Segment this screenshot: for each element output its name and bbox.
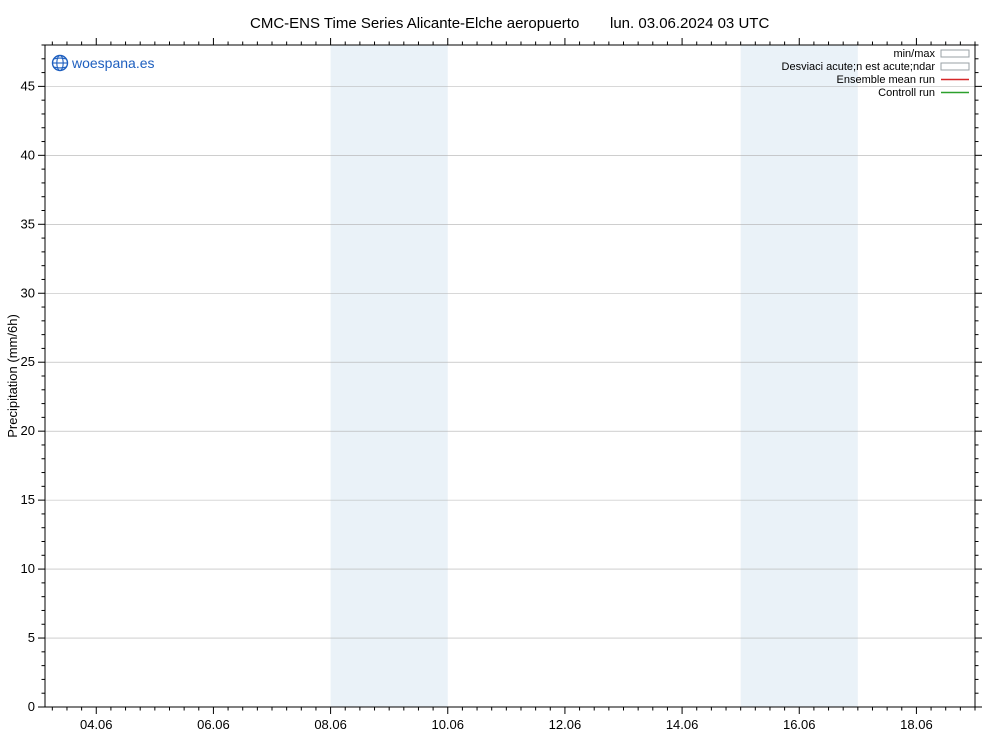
plot-area: 04.06 06.06 08.06 10.06 12.06 14.06 16.06 18.06… (5, 38, 982, 732)
y-tick-label: 20 (21, 423, 35, 438)
y-tick-label: 40 (21, 147, 35, 162)
x-tick-label: 18.06 (900, 717, 933, 732)
day-band (331, 45, 448, 707)
x-tick-label: 14.06 (666, 717, 699, 732)
y-axis-label: Precipitation (mm/6h) (5, 314, 20, 438)
x-tick-label: 10.06 (431, 717, 464, 732)
day-bands (331, 45, 858, 707)
y-tick-label: 35 (21, 216, 35, 231)
legend-label: min/max (893, 48, 935, 60)
watermark: woespana.es (53, 55, 155, 71)
y-tick-label: 15 (21, 492, 35, 507)
y-tick-label: 25 (21, 354, 35, 369)
chart-title-right: lun. 03.06.2024 03 UTC (610, 15, 769, 32)
y-tick-labels: 0 5 10 15 20 25 30 35 40 45 (21, 78, 35, 714)
chart-title-left: CMC-ENS Time Series Alicante-Elche aerop… (250, 15, 579, 32)
y-tick-label: 30 (21, 285, 35, 300)
chart-svg: CMC-ENS Time Series Alicante-Elche aerop… (0, 0, 1000, 733)
watermark-text: woespana.es (71, 55, 155, 71)
precipitation-chart: CMC-ENS Time Series Alicante-Elche aerop… (0, 0, 1000, 733)
day-band (741, 45, 858, 707)
globe-icon-lat1 (54, 58, 66, 59)
y-tick-label: 0 (28, 699, 35, 714)
x-tick-label: 04.06 (80, 717, 113, 732)
legend-label: Controll run (878, 87, 935, 99)
legend-label: Desviaci acute;n est acute;ndar (782, 61, 936, 73)
y-tick-label: 10 (21, 561, 35, 576)
legend-label: Ensemble mean run (837, 74, 935, 86)
legend-swatch-band (941, 63, 969, 70)
legend-swatch-band (941, 50, 969, 57)
y-tick-label: 5 (28, 630, 35, 645)
x-tick-labels: 04.06 06.06 08.06 10.06 12.06 14.06 16.06 18.06 (80, 717, 933, 732)
globe-icon-lat2 (54, 67, 66, 68)
x-tick-label: 12.06 (549, 717, 582, 732)
y-tick-label: 45 (21, 78, 35, 93)
x-tick-label: 06.06 (197, 717, 230, 732)
x-tick-label: 08.06 (314, 717, 347, 732)
x-tick-label: 16.06 (783, 717, 816, 732)
